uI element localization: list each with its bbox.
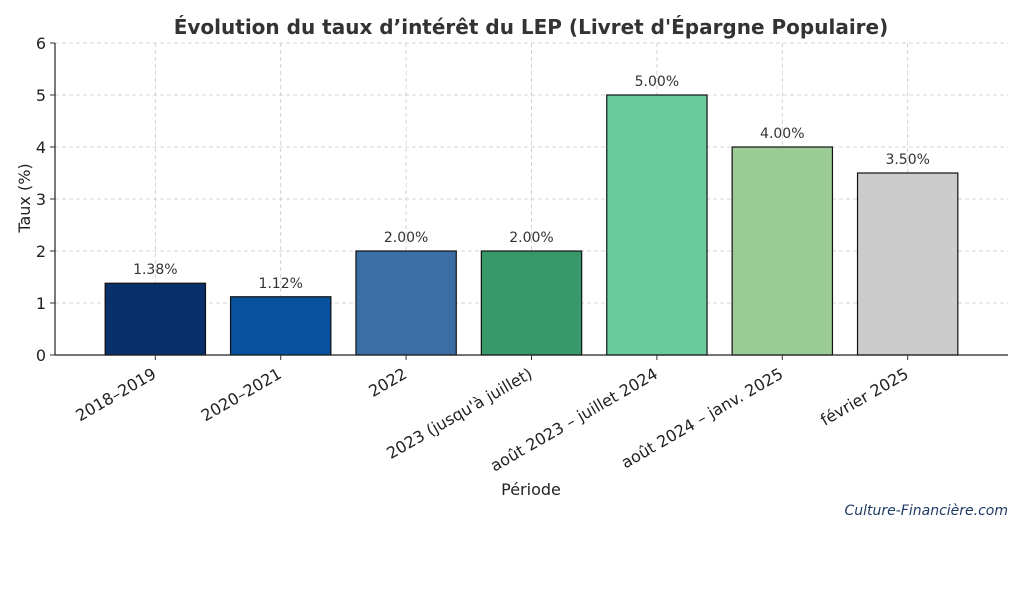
axes-layer	[50, 42, 1008, 360]
x-tick-label: février 2025	[817, 364, 912, 430]
bar	[731, 146, 834, 356]
bar-value-label: 1.12%	[258, 276, 302, 292]
bar	[229, 296, 332, 356]
y-tick-label: 1	[36, 294, 46, 313]
bar-value-label: 2.00%	[509, 230, 553, 246]
bar	[104, 282, 207, 356]
y-tick-label: 4	[36, 138, 46, 157]
y-axis-label: Taux (%)	[15, 163, 34, 233]
bar-value-label: 5.00%	[635, 74, 679, 90]
y-tick-label: 6	[36, 34, 46, 53]
y-tick-label: 5	[36, 86, 46, 105]
bar	[856, 172, 959, 356]
bar-value-label: 3.50%	[885, 152, 929, 168]
bar-value-label: 4.00%	[760, 126, 804, 142]
x-tick-label: 2022	[365, 364, 410, 401]
x-tick-label: 2020–2021	[198, 364, 285, 425]
bar	[355, 250, 457, 356]
watermark-text: Culture-Financière.com	[844, 503, 1008, 519]
bar-value-label: 1.38%	[133, 262, 177, 278]
bar	[480, 250, 583, 356]
y-tick-label: 2	[36, 242, 46, 261]
y-tick-label: 0	[36, 346, 46, 365]
chart-title: Évolution du taux d’intérêt du LEP (Livr…	[174, 15, 889, 39]
bar-value-label: 2.00%	[384, 230, 428, 246]
y-tick-label: 3	[36, 190, 46, 209]
x-axis-label: Période	[501, 480, 561, 499]
x-tick-label: 2018–2019	[72, 364, 159, 425]
bar	[606, 94, 708, 356]
bars-layer	[104, 94, 959, 356]
